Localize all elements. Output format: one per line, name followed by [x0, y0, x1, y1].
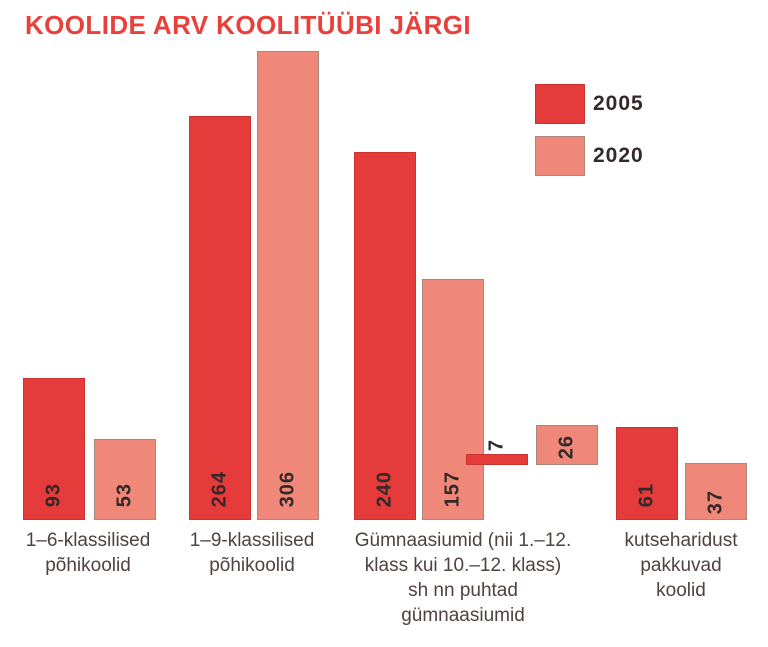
category-label-gumnaasiumid: Gümnaasiumid (nii 1.–12. klass kui 10.–12… — [333, 528, 593, 628]
bar-value-label-pohikoolid-1-9-2005: 264 — [208, 470, 231, 507]
category-label-line: sh nn puhtad — [408, 580, 518, 601]
legend-item-2020: 2020 — [535, 136, 644, 176]
bar-pohikoolid-1-9-2020: 306 — [257, 51, 319, 520]
category-label-line: 1–9-klassilised — [189, 530, 315, 551]
category-label-line: Gümnaasiumid (nii 1.–12. — [354, 530, 572, 551]
bar-gumnaasiumid-sub-2020: 26 — [536, 425, 598, 465]
chart-title: KOOLIDE ARV KOOLITÜÜBI JÄRGI — [25, 10, 472, 40]
bar-value-label-gumnaasiumid-2005: 240 — [373, 470, 396, 507]
category-label-pohikoolid-1-9: 1–9-klassilised põhikoolid — [162, 528, 342, 578]
bar-value-label-gumnaasiumid-sub-2005: 7 — [485, 438, 508, 451]
bar-value-label-kutsekoolid-2005: 61 — [635, 482, 658, 507]
bar-gumnaasiumid-2020: 157 — [422, 279, 484, 520]
bar-kutsekoolid-2020: 37 — [685, 463, 747, 520]
category-label-line: põhikoolid — [209, 555, 295, 576]
category-label-line: klass kui 10.–12. klass) — [364, 555, 562, 576]
category-label-line: kutseharidust — [624, 530, 738, 551]
bar-kutsekoolid-2005: 61 — [616, 427, 678, 520]
category-label-line: koolid — [656, 580, 706, 601]
bar-value-label-pohikoolid-1-6-2020: 53 — [113, 482, 136, 507]
bar-value-label-gumnaasiumid-sub-2020: 26 — [555, 434, 578, 459]
legend-item-2005: 2005 — [535, 84, 644, 124]
legend-label-2005: 2005 — [593, 92, 644, 115]
bar-pohikoolid-1-6-2020: 53 — [94, 439, 156, 520]
category-label-kutsekoolid: kutseharidust pakkuvad koolid — [591, 528, 768, 603]
category-label-line: 1–6-klassilised — [25, 530, 151, 551]
bar-value-label-gumnaasiumid-2020: 157 — [441, 470, 464, 507]
legend-swatch-2005 — [535, 84, 585, 124]
bar-pohikoolid-1-6-2005: 93 — [23, 378, 85, 520]
legend-label-2020: 2020 — [593, 144, 644, 167]
category-label-line: gümnaasiumid — [401, 605, 525, 626]
bar-value-label-pohikoolid-1-6-2005: 93 — [42, 482, 65, 507]
bar-value-label-pohikoolid-1-9-2020: 306 — [276, 470, 299, 507]
bar-gumnaasiumid-2005: 240 — [354, 152, 416, 520]
legend-swatch-2020 — [535, 136, 585, 176]
category-label-pohikoolid-1-6: 1–6-klassilised põhikoolid — [0, 528, 178, 578]
bar-value-label-kutsekoolid-2020: 37 — [704, 489, 727, 514]
legend: 2005 2020 — [535, 84, 644, 176]
bar-pohikoolid-1-9-2005: 264 — [189, 116, 251, 520]
category-label-line: põhikoolid — [45, 555, 131, 576]
bar-gumnaasiumid-sub-2005 — [466, 454, 528, 465]
category-label-line: pakkuvad — [640, 555, 722, 576]
